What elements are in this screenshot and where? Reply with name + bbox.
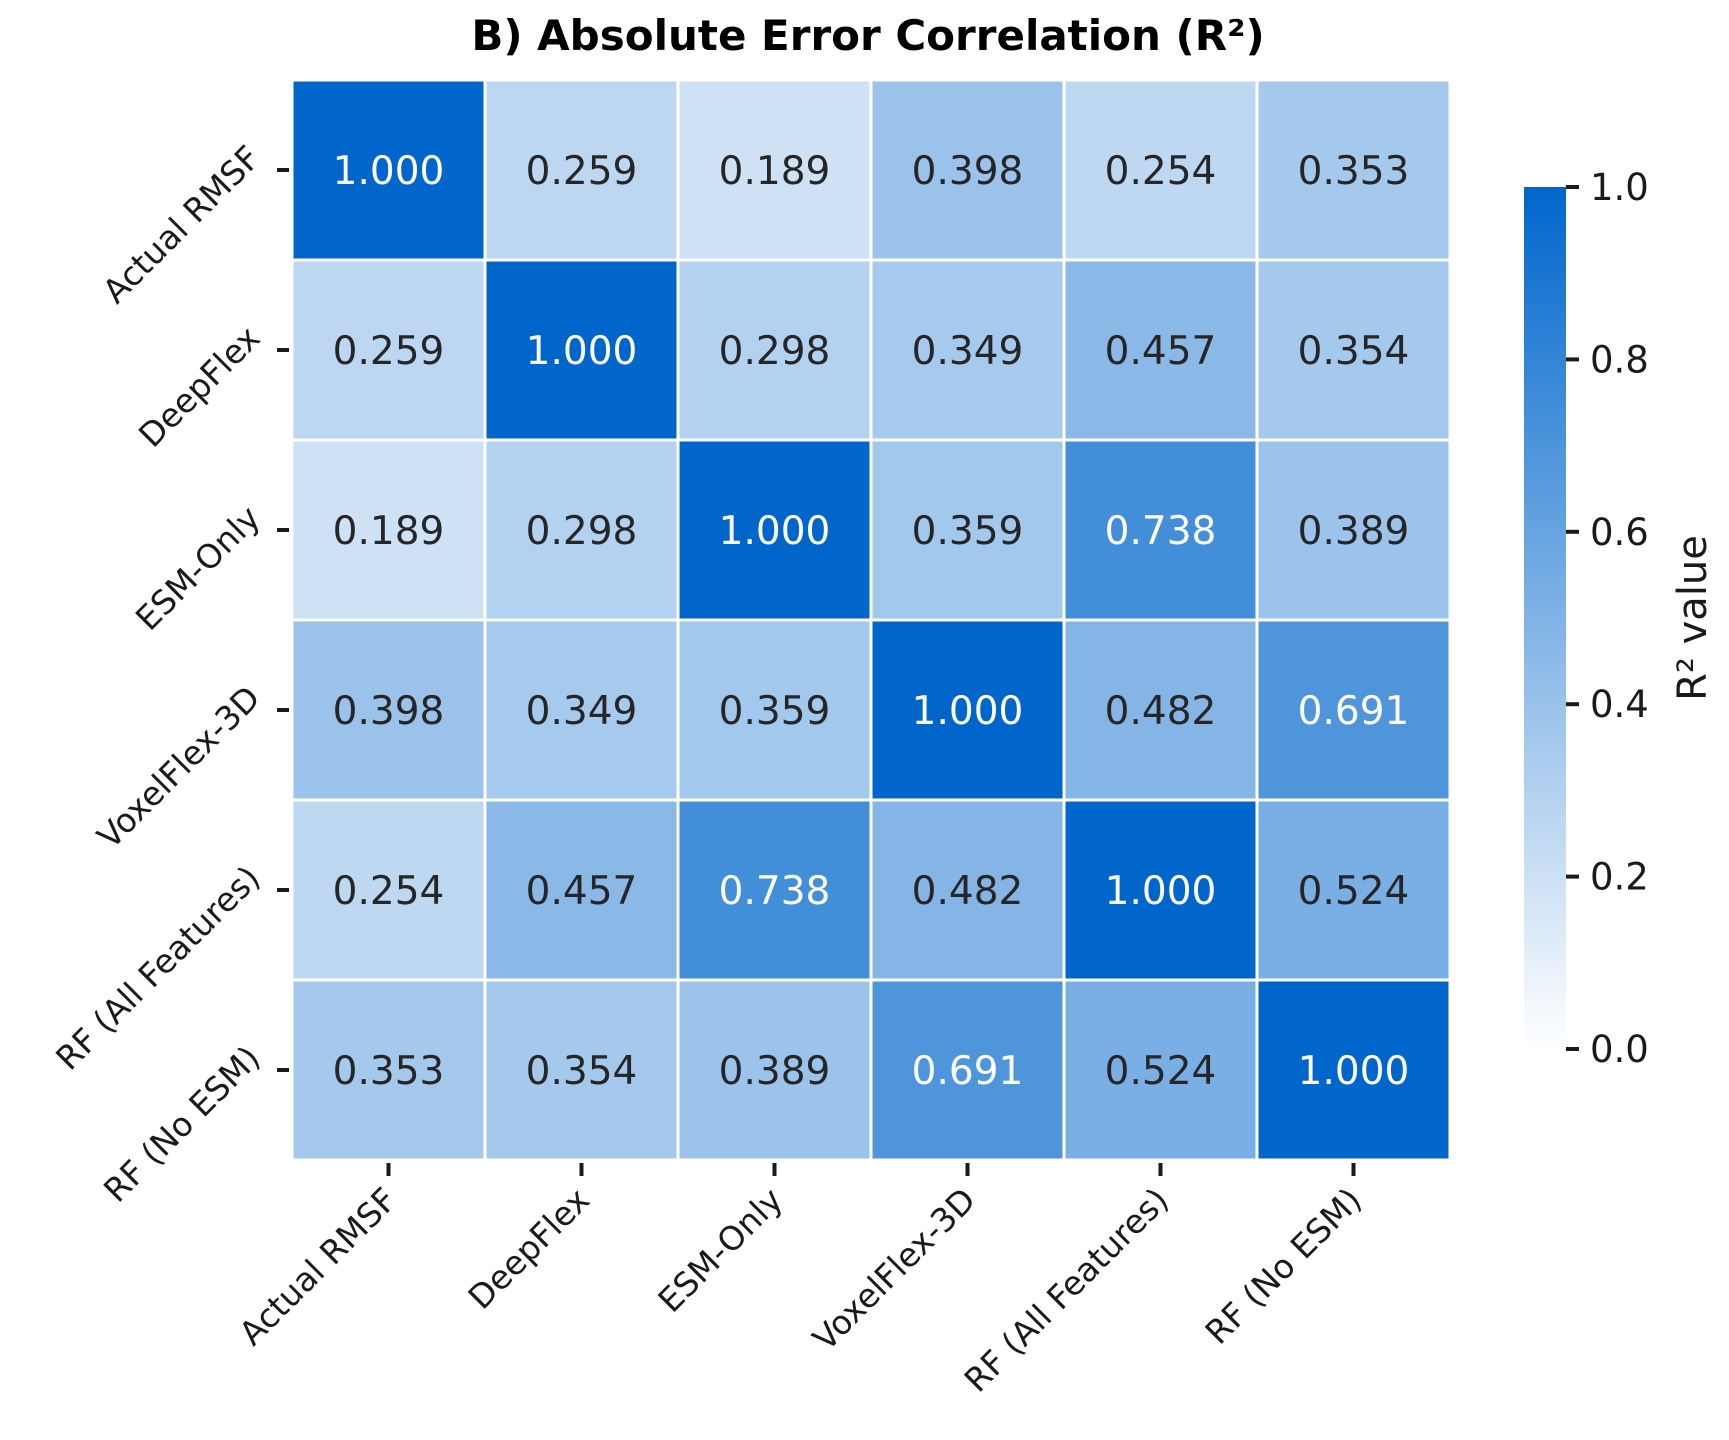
column-axis: Actual RMSF DeepFlex ESM-Only VoxelFlex-3DR… — [231, 1163, 1369, 1400]
cell-value-label: 0.389 — [1298, 509, 1410, 554]
cell-value-label: 1.000 — [1298, 1049, 1410, 1094]
cell-value-label: 0.359 — [912, 509, 1024, 554]
heatmap-cell — [869, 258, 1066, 442]
cell-value-label: 0.189 — [719, 149, 831, 194]
column-tick-label: Actual RMSF — [231, 1180, 404, 1353]
cell-value-label: 0.389 — [719, 1049, 831, 1094]
heatmap-cell — [1062, 438, 1259, 622]
cell-value-label: 0.524 — [1105, 1049, 1217, 1094]
cell-value-label: 0.259 — [526, 149, 638, 194]
cell-value-label: 0.349 — [526, 689, 638, 734]
cell-value-label: 0.482 — [1105, 689, 1217, 734]
heatmap-cell — [483, 78, 680, 262]
column-tick-label: DeepFlex — [460, 1180, 597, 1317]
cell-value-label: 0.298 — [526, 509, 638, 554]
heatmap-cell — [676, 78, 873, 262]
cell-value-label: 0.353 — [1298, 149, 1410, 194]
colorbar-tick-label: 0.8 — [1590, 338, 1649, 381]
heatmap-cell — [869, 978, 1066, 1162]
heatmap-cell — [290, 618, 487, 802]
heatmap-cell — [483, 618, 680, 802]
heatmap-cell — [1062, 978, 1259, 1162]
cell-value-label: 0.259 — [333, 329, 445, 374]
heatmap-cell — [1255, 78, 1452, 262]
heatmap-cell — [290, 978, 487, 1162]
heatmap-cell — [676, 798, 873, 982]
colorbar-tick-label: 0.2 — [1590, 856, 1649, 899]
cell-value-label: 0.298 — [719, 329, 831, 374]
cell-value-label: 0.354 — [1298, 329, 1410, 374]
cell-value-label: 0.524 — [1298, 869, 1410, 914]
heatmap-cell — [483, 438, 680, 622]
heatmap-cell — [483, 258, 680, 442]
cell-value-label: 0.691 — [1298, 689, 1410, 734]
cell-value-label: 0.189 — [333, 509, 445, 554]
colorbar-gradient — [1524, 187, 1566, 1049]
heatmap-cell — [1255, 438, 1452, 622]
cell-value-label: 1.000 — [1105, 869, 1217, 914]
cell-value-label: 0.254 — [1105, 149, 1217, 194]
heatmap-cells: 1.000 0.259 0.189 0.398 0.254 0.353 0.259 1.000… — [290, 78, 1452, 1162]
cell-value-label: 0.457 — [526, 869, 638, 914]
heatmap-cell — [1062, 618, 1259, 802]
colorbar: 0.0 0.2 0.4 0.6 0.8 1.0 R² value — [1524, 166, 1716, 1071]
heatmap-cell — [676, 618, 873, 802]
heatmap-cell — [869, 618, 1066, 802]
cell-value-label: 0.691 — [912, 1049, 1024, 1094]
cell-value-label: 1.000 — [912, 689, 1024, 734]
heatmap-cell — [290, 78, 487, 262]
column-tick-label: RF (No ESM) — [1197, 1180, 1369, 1352]
heatmap-cell — [869, 798, 1066, 982]
colorbar-tick-label: 0.0 — [1590, 1028, 1649, 1071]
row-tick-label: ESM-Only — [128, 498, 268, 638]
heatmap-cell — [1255, 258, 1452, 442]
heatmap-cell — [290, 798, 487, 982]
column-tick-label: VoxelFlex-3D — [805, 1180, 983, 1358]
column-tick-label: RF (All Features) — [957, 1180, 1177, 1400]
row-tick-label: DeepFlex — [131, 318, 268, 455]
column-tick-label: ESM-Only — [650, 1180, 790, 1320]
heatmap-cell — [869, 438, 1066, 622]
cell-value-label: 0.354 — [526, 1049, 638, 1094]
heatmap-cell — [1255, 978, 1452, 1162]
cell-value-label: 1.000 — [333, 149, 445, 194]
colorbar-tick-label: 0.4 — [1590, 683, 1649, 726]
heatmap-cell — [1255, 798, 1452, 982]
chart-title: B) Absolute Error Correlation (R²) — [471, 11, 1264, 60]
cell-value-label: 0.738 — [719, 869, 831, 914]
heatmap-cell — [1255, 618, 1452, 802]
heatmap-cell — [1062, 798, 1259, 982]
cell-value-label: 0.398 — [333, 689, 445, 734]
cell-value-label: 0.359 — [719, 689, 831, 734]
row-tick-label: Actual RMSF — [95, 138, 268, 311]
cell-value-label: 0.349 — [912, 329, 1024, 374]
cell-value-label: 0.482 — [912, 869, 1024, 914]
colorbar-tick-label: 0.6 — [1590, 511, 1649, 554]
colorbar-label: R² value — [1670, 535, 1716, 701]
cell-value-label: 1.000 — [526, 329, 638, 374]
colorbar-tick-label: 1.0 — [1590, 166, 1649, 209]
cell-value-label: 0.254 — [333, 869, 445, 914]
row-tick-label: RF (No ESM) — [96, 1038, 268, 1210]
cell-value-label: 1.000 — [719, 509, 831, 554]
cell-value-label: 0.738 — [1105, 509, 1217, 554]
cell-value-label: 0.457 — [1105, 329, 1217, 374]
cell-value-label: 0.398 — [912, 149, 1024, 194]
cell-value-label: 0.353 — [333, 1049, 445, 1094]
row-tick-label: VoxelFlex-3D — [90, 678, 268, 856]
